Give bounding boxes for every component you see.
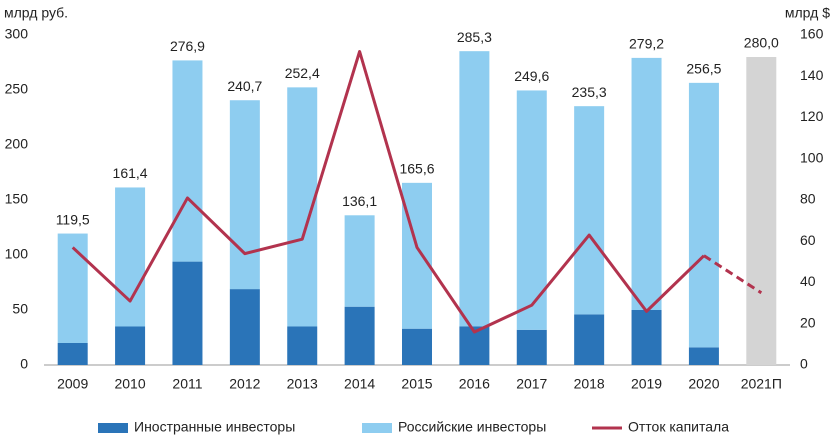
value-label: 161,4 [113, 165, 148, 181]
bar [115, 187, 146, 327]
y2-tick-label: 160 [800, 26, 824, 42]
bar-forecast [746, 57, 777, 365]
value-label: 279,2 [629, 36, 664, 52]
value-label: 165,6 [399, 161, 434, 177]
y2-tick-label: 20 [800, 314, 816, 330]
y2-tick-label: 40 [800, 273, 816, 289]
x-tick-label: 2017 [516, 376, 547, 392]
bar [115, 326, 146, 365]
value-label: 280,0 [744, 35, 779, 51]
y2-tick-label: 0 [800, 356, 808, 372]
value-label: 119,5 [56, 211, 90, 227]
bar [402, 182, 432, 329]
y-tick-label: 100 [5, 246, 29, 262]
x-tick-label: 2011 [172, 376, 202, 392]
line-forecast [703, 254, 763, 295]
legend-swatch [98, 423, 128, 433]
value-label: 249,6 [514, 68, 549, 84]
y-tick-label: 150 [5, 191, 29, 207]
y2-tick-label: 100 [800, 149, 824, 165]
line [71, 50, 705, 334]
bar [516, 90, 547, 330]
x-tick-label: 2013 [287, 376, 318, 392]
bar [574, 314, 605, 365]
x-tick-label: 2010 [114, 376, 145, 392]
bar [631, 310, 662, 365]
y-tick-label: 300 [5, 26, 29, 42]
y-tick-label: 250 [5, 81, 29, 97]
y2-tick-label: 120 [800, 108, 824, 124]
legend-label: Российские инвесторы [398, 419, 546, 435]
y-tick-label: 200 [5, 136, 29, 152]
value-label: 285,3 [457, 29, 492, 45]
x-tick-label: 2020 [688, 376, 719, 392]
value-label: 240,7 [227, 78, 262, 94]
legend-swatch [362, 423, 392, 433]
value-label: 256,5 [686, 61, 721, 77]
y2-tick-label: 80 [800, 191, 816, 207]
bar [688, 347, 719, 365]
bar [229, 289, 260, 365]
bar [402, 328, 432, 365]
x-tick-label: 2012 [229, 376, 260, 392]
bar [344, 306, 375, 365]
y-tick-label: 0 [20, 356, 28, 372]
bar [172, 60, 203, 262]
value-label: 136,1 [342, 193, 377, 209]
value-label: 252,4 [285, 65, 320, 81]
bar [459, 51, 490, 327]
y2-tick-label: 140 [800, 67, 824, 83]
bar [57, 343, 88, 365]
x-tick-label: 2019 [631, 376, 662, 392]
bar [631, 57, 662, 310]
bar [57, 233, 88, 343]
x-tick-label: 2014 [344, 376, 375, 392]
bar [172, 261, 203, 365]
bar [516, 329, 547, 365]
x-tick-label: 2016 [459, 376, 490, 392]
x-tick-label: 2021П [741, 376, 782, 392]
y-axis-label: млрд руб. [4, 5, 68, 21]
y-tick-label: 50 [12, 301, 28, 317]
bar [344, 215, 375, 307]
x-tick-label: 2018 [574, 376, 605, 392]
y2-tick-label: 60 [800, 232, 816, 248]
bar [688, 82, 719, 348]
x-tick-label: 2015 [401, 376, 432, 392]
bar [574, 106, 605, 315]
bar [287, 326, 318, 365]
value-label: 276,9 [170, 38, 205, 54]
bar [229, 100, 260, 290]
legend-label: Иностранные инвесторы [134, 419, 295, 435]
y2-axis-label: млрд $ [785, 5, 830, 21]
x-tick-label: 2009 [57, 376, 88, 392]
value-label: 235,3 [572, 84, 607, 100]
legend-label: Отток капитала [628, 419, 729, 435]
